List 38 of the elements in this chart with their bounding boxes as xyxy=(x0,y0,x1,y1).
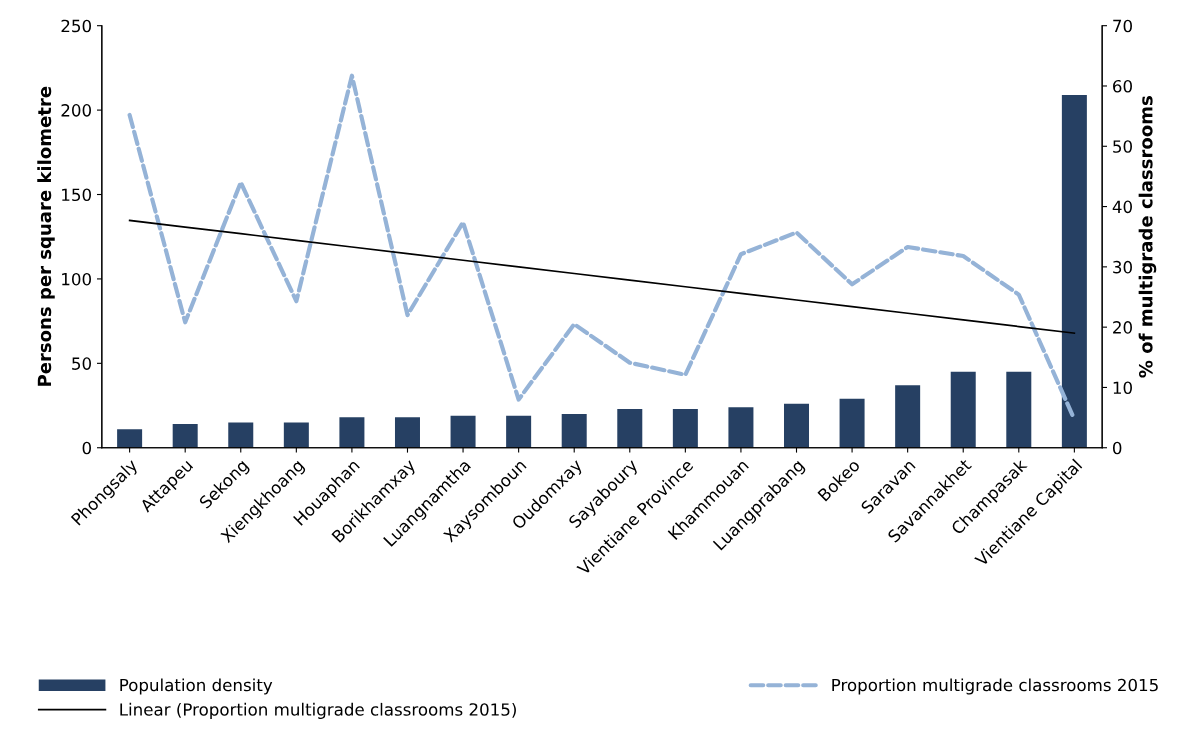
y-axis-title: Persons per square kilometre xyxy=(37,86,55,386)
bar xyxy=(950,371,976,448)
bar xyxy=(228,422,254,448)
bar xyxy=(839,398,865,448)
bar xyxy=(394,417,420,448)
legend-label: Proportion multigrade classrooms 2015 xyxy=(832,678,1158,695)
y-tick-label: 150 xyxy=(62,188,91,202)
legend-label: Linear (Proportion multigrade classrooms 2015) xyxy=(120,702,516,719)
y2-tick-label: 20 xyxy=(1113,321,1132,334)
bar xyxy=(784,403,810,448)
y2-axis-title: % of multigrade classrooms xyxy=(1138,96,1157,378)
y2-tick-label: 40 xyxy=(1112,200,1132,214)
y-tick-label: 250 xyxy=(61,19,91,33)
bar xyxy=(283,422,309,448)
bar xyxy=(117,429,143,448)
bar xyxy=(339,417,365,448)
y2-tick-label: 30 xyxy=(1113,260,1132,274)
bar xyxy=(895,385,921,448)
bar xyxy=(1061,94,1087,448)
bar xyxy=(172,424,198,448)
y2-tick-label: 70 xyxy=(1113,19,1132,33)
y-tick-label: 0 xyxy=(82,441,91,455)
bar xyxy=(1006,371,1032,448)
legend-label: Population density xyxy=(120,678,273,695)
bar xyxy=(617,408,643,448)
bar xyxy=(728,407,754,448)
y-tick-label: 100 xyxy=(62,272,91,286)
bar xyxy=(450,415,476,448)
bar xyxy=(672,408,698,448)
bar xyxy=(506,415,532,448)
y-tick-label: 50 xyxy=(72,357,91,370)
y2-tick-label: 10 xyxy=(1113,381,1132,395)
y2-tick-label: 0 xyxy=(1112,441,1122,455)
line-series xyxy=(128,219,1076,335)
y-tick-label: 200 xyxy=(61,104,91,117)
bar xyxy=(561,413,587,448)
y2-tick-label: 60 xyxy=(1113,79,1132,93)
y2-tick-label: 50 xyxy=(1113,140,1132,153)
